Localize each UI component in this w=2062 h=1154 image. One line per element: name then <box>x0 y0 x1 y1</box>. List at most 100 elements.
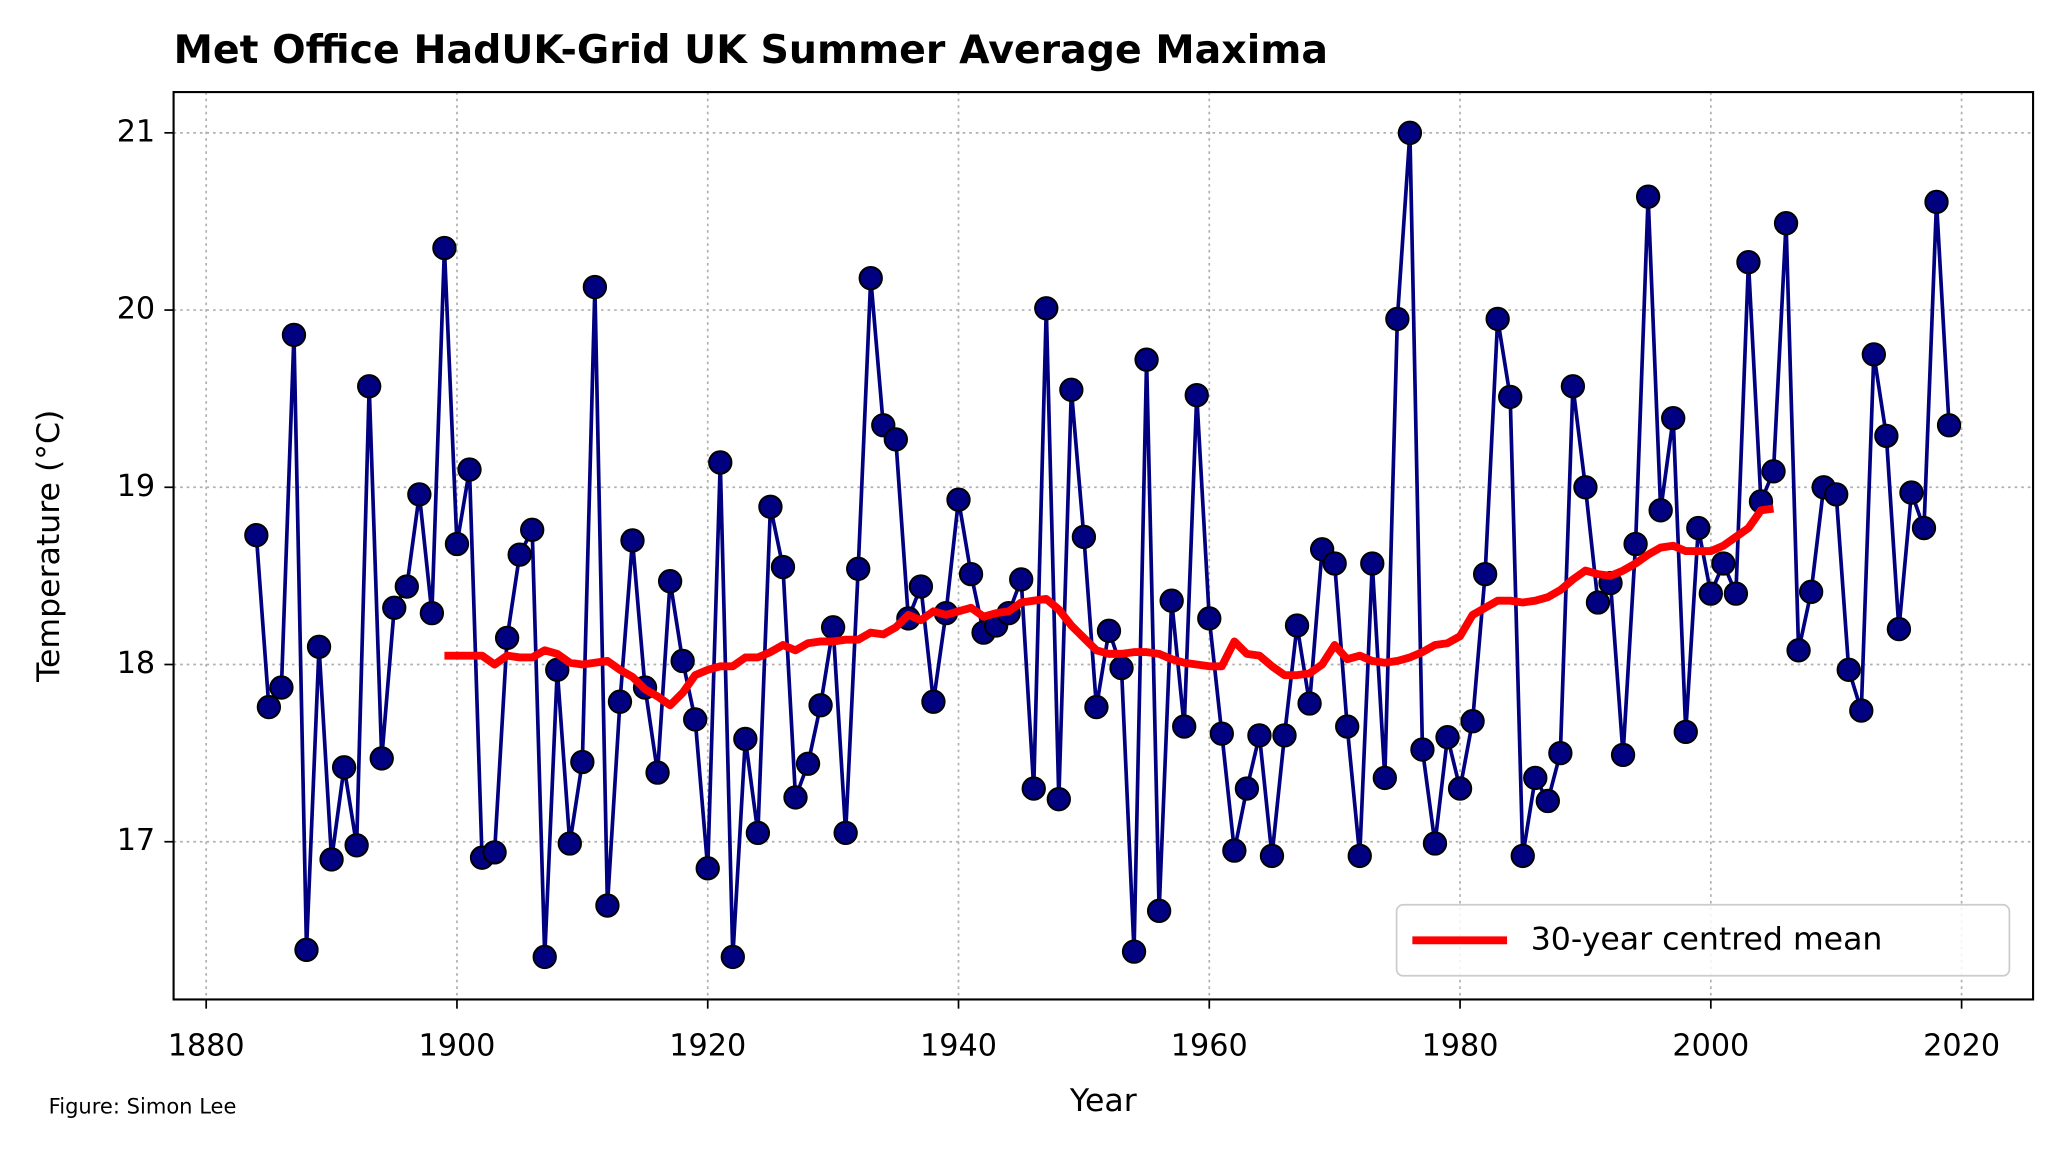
data-point <box>1573 475 1598 500</box>
data-point <box>1297 691 1322 716</box>
data-point <box>1447 776 1473 801</box>
y-tick-label: 19 <box>117 469 155 504</box>
x-tick-label: 2000 <box>1672 1028 1749 1063</box>
data-point <box>1849 698 1874 723</box>
data-point <box>1197 606 1222 631</box>
data-point <box>657 569 683 594</box>
data-point <box>858 265 883 291</box>
data-point <box>1635 184 1661 209</box>
data-point <box>1698 581 1723 606</box>
y-tick-label: 21 <box>117 114 155 149</box>
data-point <box>733 726 758 752</box>
data-point <box>883 427 908 452</box>
data-point <box>1059 377 1084 402</box>
data-point <box>620 528 645 553</box>
data-point <box>570 749 595 775</box>
data-point <box>607 689 633 714</box>
data-point <box>1761 459 1786 484</box>
legend-label: 30-year centred mean <box>1531 921 1883 957</box>
data-point <box>645 760 670 785</box>
data-point <box>494 625 520 651</box>
legend-box <box>1395 903 2011 977</box>
data-point <box>1560 374 1586 399</box>
data-point <box>1385 306 1410 332</box>
data-point <box>382 595 407 620</box>
data-point <box>1510 843 1535 869</box>
data-point <box>331 755 357 780</box>
data-point <box>1009 567 1034 592</box>
data-point <box>1861 342 1886 367</box>
data-point <box>1460 709 1485 734</box>
data-point <box>846 556 871 581</box>
data-point <box>1911 515 1937 541</box>
chart-title: Met Office HadUK-Grid UK Summer Average … <box>174 27 1328 73</box>
data-point <box>1736 250 1761 275</box>
data-point <box>557 831 582 856</box>
series-line <box>444 504 1775 710</box>
data-point <box>1121 939 1147 964</box>
data-point <box>1034 296 1059 321</box>
axes-frame <box>172 91 2035 1001</box>
data-point <box>1836 657 1861 682</box>
data-point <box>921 689 946 714</box>
data-point <box>1548 740 1573 766</box>
data-point <box>1585 590 1611 615</box>
data-point <box>407 482 432 507</box>
series-line <box>254 130 1951 959</box>
data-point <box>482 840 507 865</box>
data-point <box>1159 588 1184 613</box>
data-point <box>1322 551 1347 576</box>
data-point <box>532 944 557 970</box>
data-point <box>1435 725 1460 750</box>
data-point <box>1347 843 1372 869</box>
data-point <box>319 847 344 872</box>
data-point <box>808 693 833 718</box>
data-point <box>1786 638 1811 663</box>
data-point <box>1623 531 1648 557</box>
x-tick-label: 2020 <box>1923 1028 2000 1063</box>
data-point <box>1936 413 1962 438</box>
y-tick-label: 17 <box>117 823 155 858</box>
y-tick-label: 20 <box>117 292 155 327</box>
data-point <box>1284 613 1310 638</box>
data-point <box>1874 423 1899 449</box>
data-point <box>1259 843 1285 869</box>
data-point <box>432 235 457 261</box>
data-point <box>1397 120 1423 146</box>
x-tick-label: 1920 <box>669 1028 746 1063</box>
data-point <box>357 374 382 399</box>
data-point <box>1021 776 1046 801</box>
data-point <box>758 494 783 519</box>
data-point <box>908 574 934 599</box>
x-tick-label: 1880 <box>168 1028 245 1063</box>
data-point <box>256 694 282 720</box>
data-point <box>582 274 608 300</box>
data-point <box>419 600 445 626</box>
data-point <box>1234 776 1260 801</box>
data-point <box>394 574 419 599</box>
data-point <box>444 531 470 557</box>
data-point <box>1723 581 1749 606</box>
data-point <box>833 820 858 846</box>
data-point <box>1360 551 1385 576</box>
data-point <box>720 944 745 970</box>
x-tick-label: 1980 <box>1422 1028 1499 1063</box>
data-point <box>958 561 984 587</box>
data-point <box>1172 714 1197 739</box>
data-point <box>1096 618 1122 643</box>
data-point <box>1146 898 1172 924</box>
y-axis-label: Temperature (°C) <box>31 410 67 683</box>
data-point <box>770 554 796 580</box>
x-tick-label: 1940 <box>920 1028 997 1063</box>
data-point <box>1247 723 1272 748</box>
data-point <box>1084 694 1109 720</box>
data-point <box>1184 382 1209 408</box>
credit: Figure: Simon Lee <box>49 1093 237 1118</box>
data-point <box>294 937 319 963</box>
x-tick-label: 1900 <box>418 1028 495 1063</box>
y-tick-label: 18 <box>117 646 155 681</box>
data-point <box>1773 211 1799 236</box>
data-point <box>1422 831 1448 856</box>
data-point <box>1673 719 1698 745</box>
data-point <box>783 785 808 810</box>
